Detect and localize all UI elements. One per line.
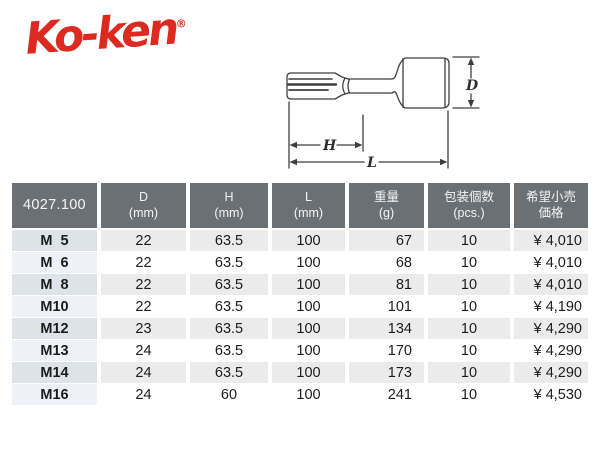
- cell-size: M 8: [12, 274, 97, 295]
- cell-pack-qty: 10: [428, 318, 510, 339]
- cell-weight: 170: [349, 340, 424, 361]
- cell-h-mm: 63.5: [190, 318, 268, 339]
- cell-weight: 81: [349, 274, 424, 295]
- product-diagram: D H L: [286, 56, 480, 171]
- cell-pack-qty: 10: [428, 230, 510, 251]
- header-cell-weight: 重量 (g): [349, 183, 424, 228]
- spec-table: 4027.100 D (mm) H (mm) L (mm) 重量 (g) 包装個…: [12, 183, 588, 406]
- header-cell-l: L (mm): [272, 183, 345, 228]
- dimension-d: [452, 56, 480, 109]
- cell-d-mm: 24: [101, 340, 186, 361]
- table-row: M16 24 60 100 241 10 ¥ 4,530: [12, 384, 588, 405]
- cell-size: M 6: [12, 252, 97, 273]
- header-cell-h: H (mm): [190, 183, 268, 228]
- cell-price: ¥ 4,530: [514, 384, 588, 405]
- cell-pack-qty: 10: [428, 296, 510, 317]
- cell-l-mm: 100: [272, 362, 345, 383]
- cell-h-mm: 63.5: [190, 274, 268, 295]
- cell-pack-qty: 10: [428, 252, 510, 273]
- koken-logo: Ko-ken®: [23, 3, 198, 86]
- cell-weight: 173: [349, 362, 424, 383]
- header-cell-model: 4027.100: [12, 183, 97, 228]
- cell-h-mm: 60: [190, 384, 268, 405]
- cell-price: ¥ 4,190: [514, 296, 588, 317]
- model-number: 4027.100: [23, 197, 86, 214]
- cell-d-mm: 22: [101, 296, 186, 317]
- cell-d-mm: 23: [101, 318, 186, 339]
- cell-weight: 241: [349, 384, 424, 405]
- cell-l-mm: 100: [272, 252, 345, 273]
- cell-h-mm: 63.5: [190, 230, 268, 251]
- cell-pack-qty: 10: [428, 340, 510, 361]
- cell-size: M14: [12, 362, 97, 383]
- cell-weight: 134: [349, 318, 424, 339]
- table-row: M14 24 63.5 100 173 10 ¥ 4,290: [12, 362, 588, 383]
- cell-price: ¥ 4,010: [514, 230, 588, 251]
- cell-h-mm: 63.5: [190, 296, 268, 317]
- koken-logo-text: Ko-ken®: [23, 3, 188, 65]
- registered-trademark-icon: ®: [175, 17, 188, 31]
- cell-weight: 67: [349, 230, 424, 251]
- cell-price: ¥ 4,010: [514, 252, 588, 273]
- table-row: M 8 22 63.5 100 81 10 ¥ 4,010: [12, 274, 588, 295]
- cell-size: M13: [12, 340, 97, 361]
- extension-lines: [288, 101, 449, 169]
- cell-price: ¥ 4,290: [514, 362, 588, 383]
- cell-d-mm: 22: [101, 252, 186, 273]
- cell-weight: 68: [349, 252, 424, 273]
- cell-size: M 5: [12, 230, 97, 251]
- table-row: M 6 22 63.5 100 68 10 ¥ 4,010: [12, 252, 588, 273]
- cell-size: M12: [12, 318, 97, 339]
- cell-size: M10: [12, 296, 97, 317]
- cell-price: ¥ 4,290: [514, 318, 588, 339]
- cell-l-mm: 100: [272, 340, 345, 361]
- cell-h-mm: 63.5: [190, 252, 268, 273]
- dimension-label-h: H: [322, 138, 337, 154]
- cell-h-mm: 63.5: [190, 340, 268, 361]
- table-header-row: 4027.100 D (mm) H (mm) L (mm) 重量 (g) 包装個…: [12, 183, 588, 228]
- table-row: M 5 22 63.5 100 67 10 ¥ 4,010: [12, 230, 588, 251]
- table-row: M10 22 63.5 100 101 10 ¥ 4,190: [12, 296, 588, 317]
- table-row: M12 23 63.5 100 134 10 ¥ 4,290: [12, 318, 588, 339]
- cell-l-mm: 100: [272, 296, 345, 317]
- header-cell-d: D (mm): [101, 183, 186, 228]
- header-cell-pack-qty: 包装個数 (pcs.): [428, 183, 510, 228]
- dimension-label-l: L: [366, 155, 377, 171]
- cell-price: ¥ 4,010: [514, 274, 588, 295]
- cell-price: ¥ 4,290: [514, 340, 588, 361]
- cell-d-mm: 22: [101, 230, 186, 251]
- dimension-l: [289, 158, 448, 166]
- cell-l-mm: 100: [272, 274, 345, 295]
- cell-l-mm: 100: [272, 318, 345, 339]
- socket-body-drawing: [391, 57, 450, 109]
- cell-pack-qty: 10: [428, 384, 510, 405]
- cell-size: M16: [12, 384, 97, 405]
- cell-l-mm: 100: [272, 384, 345, 405]
- cell-d-mm: 24: [101, 384, 186, 405]
- cell-d-mm: 24: [101, 362, 186, 383]
- table-row: M13 24 63.5 100 170 10 ¥ 4,290: [12, 340, 588, 361]
- table-body: M 5 22 63.5 100 67 10 ¥ 4,010 M 6 22 63.…: [12, 230, 588, 405]
- header-cell-retail-price: 希望小売 価格: [514, 183, 588, 228]
- cell-pack-qty: 10: [428, 362, 510, 383]
- dimension-h: [289, 141, 363, 149]
- cell-l-mm: 100: [272, 230, 345, 251]
- bit-drawing: [286, 72, 393, 100]
- cell-d-mm: 22: [101, 274, 186, 295]
- cell-weight: 101: [349, 296, 424, 317]
- dimension-label-d: D: [465, 78, 479, 94]
- cell-pack-qty: 10: [428, 274, 510, 295]
- cell-h-mm: 63.5: [190, 362, 268, 383]
